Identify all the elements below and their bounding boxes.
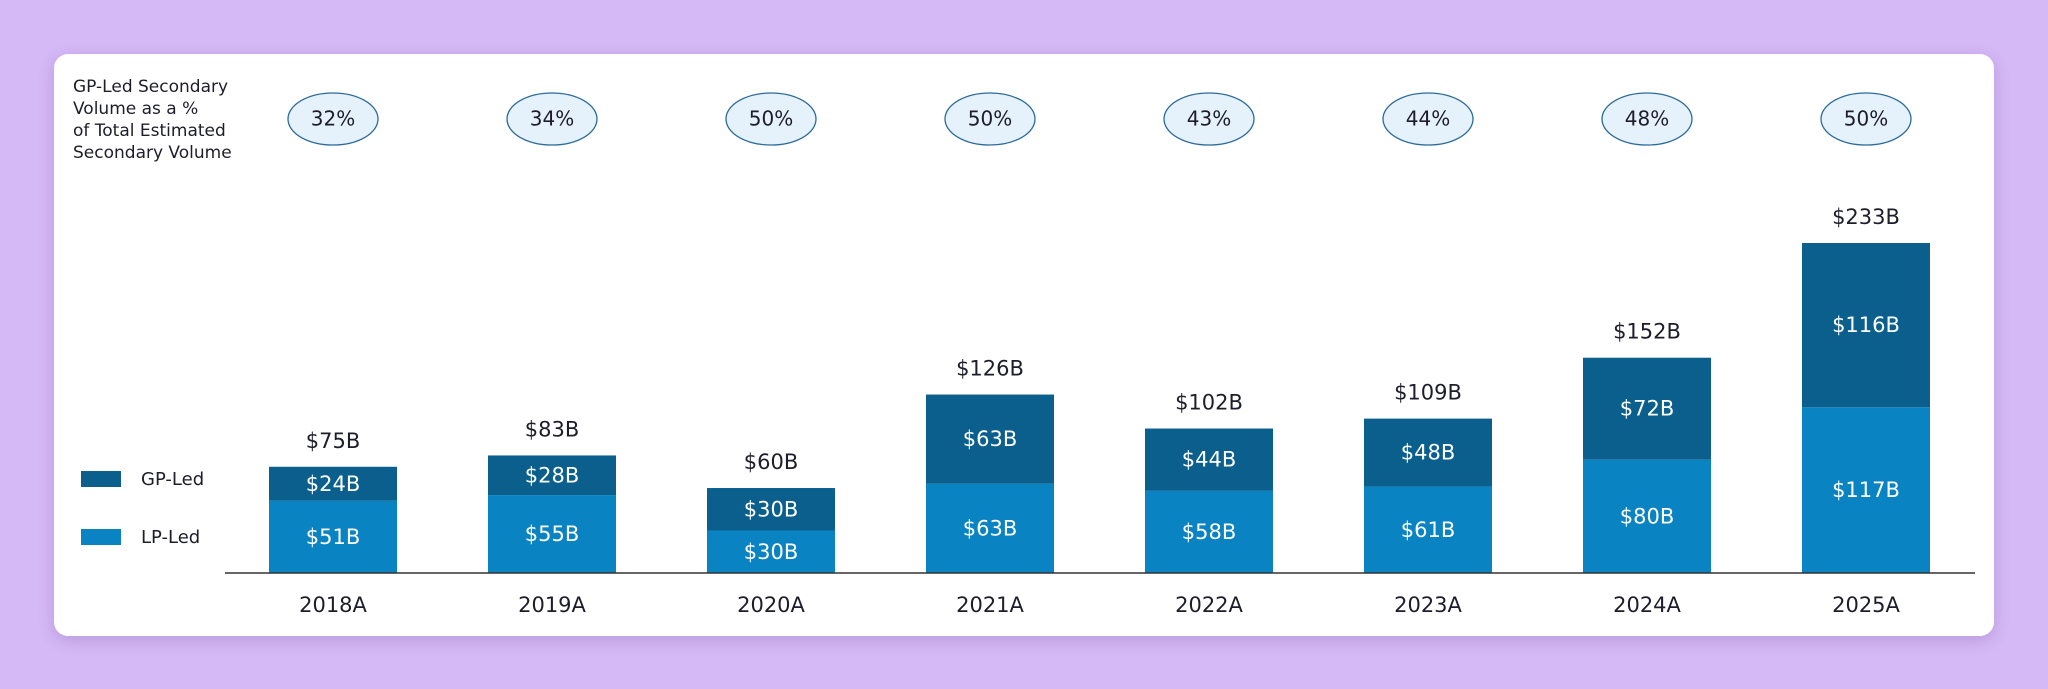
bar-segment bbox=[707, 530, 835, 573]
segment-label: $55B bbox=[525, 522, 580, 546]
total-label: $126B bbox=[956, 357, 1024, 381]
bar-segment bbox=[707, 488, 835, 531]
x-tick-label: 2024A bbox=[1613, 593, 1681, 617]
bar-segment bbox=[488, 455, 616, 496]
bar-segment bbox=[269, 500, 397, 573]
bar-segment bbox=[488, 495, 616, 573]
total-label: $152B bbox=[1613, 320, 1681, 344]
segment-label: $63B bbox=[963, 427, 1018, 451]
bar-segment bbox=[1145, 428, 1273, 491]
segment-label: $30B bbox=[744, 497, 799, 521]
x-tick-label: 2020A bbox=[737, 593, 805, 617]
bar-segment bbox=[1583, 357, 1711, 460]
share-bubble bbox=[1820, 92, 1912, 146]
segment-label: $58B bbox=[1182, 520, 1237, 544]
segment-label: $116B bbox=[1832, 313, 1900, 337]
bar-segment bbox=[1145, 490, 1273, 573]
bar-segment bbox=[1802, 243, 1930, 408]
x-tick-label: 2025A bbox=[1832, 593, 1900, 617]
segment-label: $30B bbox=[744, 540, 799, 564]
segment-label: $72B bbox=[1620, 397, 1675, 421]
share-bubble bbox=[506, 92, 598, 146]
segment-label: $80B bbox=[1620, 504, 1675, 528]
segment-label: $44B bbox=[1182, 448, 1237, 472]
x-tick-label: 2021A bbox=[956, 593, 1024, 617]
bar-segment bbox=[269, 466, 397, 501]
subtitle: Volume as a % bbox=[73, 99, 198, 119]
share-label: 32% bbox=[311, 107, 355, 131]
segment-label: $51B bbox=[306, 525, 361, 549]
total-label: $233B bbox=[1832, 205, 1900, 229]
x-tick-label: 2019A bbox=[518, 593, 586, 617]
x-tick-label: 2022A bbox=[1175, 593, 1243, 617]
share-bubble bbox=[1601, 92, 1693, 146]
bar-segment bbox=[926, 483, 1054, 573]
subtitle: Secondary Volume bbox=[73, 143, 232, 163]
share-label: 34% bbox=[530, 107, 574, 131]
bar-segment bbox=[1364, 418, 1492, 487]
legend-label: LP-Led bbox=[141, 527, 200, 548]
segment-label: $24B bbox=[306, 472, 361, 496]
share-bubble bbox=[725, 92, 817, 146]
share-bubble bbox=[1382, 92, 1474, 146]
total-label: $60B bbox=[744, 450, 799, 474]
segment-label: $117B bbox=[1832, 478, 1900, 502]
bar-segment bbox=[1364, 486, 1492, 573]
share-label: 50% bbox=[1844, 107, 1888, 131]
share-label: 44% bbox=[1406, 107, 1450, 131]
share-bubble bbox=[287, 92, 379, 146]
share-label: 50% bbox=[749, 107, 793, 131]
segment-label: $61B bbox=[1401, 518, 1456, 542]
share-label: 48% bbox=[1625, 107, 1669, 131]
legend-swatch bbox=[81, 529, 121, 545]
legend-swatch bbox=[81, 471, 121, 487]
segment-label: $28B bbox=[525, 463, 580, 487]
legend-label: GP-Led bbox=[141, 469, 204, 490]
total-label: $109B bbox=[1394, 381, 1462, 405]
share-label: 43% bbox=[1187, 107, 1231, 131]
x-tick-label: 2018A bbox=[299, 593, 367, 617]
total-label: $102B bbox=[1175, 391, 1243, 415]
share-bubble bbox=[1163, 92, 1255, 146]
segment-label: $63B bbox=[963, 516, 1018, 540]
bar-segment bbox=[926, 394, 1054, 484]
subtitle: of Total Estimated bbox=[73, 121, 226, 141]
subtitle: GP-Led Secondary bbox=[73, 77, 228, 97]
share-label: 50% bbox=[968, 107, 1012, 131]
total-label: $75B bbox=[306, 429, 361, 453]
bar-segment bbox=[1802, 407, 1930, 573]
bar-segment bbox=[1583, 459, 1711, 573]
share-bubble bbox=[944, 92, 1036, 146]
total-label: $83B bbox=[525, 417, 580, 441]
x-tick-label: 2023A bbox=[1394, 593, 1462, 617]
segment-label: $48B bbox=[1401, 441, 1456, 465]
